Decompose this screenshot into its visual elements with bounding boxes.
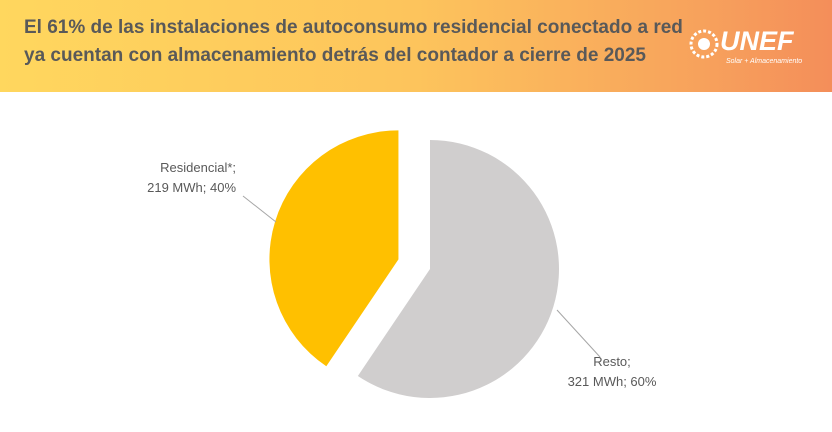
- category-label: Residencial*;: [160, 160, 236, 175]
- value-label: 219 MWh; 40%: [147, 180, 236, 195]
- header-banner: El 61% de las instalaciones de autoconsu…: [0, 0, 832, 92]
- logo-tagline: Solar + Almacenamiento: [726, 58, 803, 65]
- pie-slice: [269, 130, 399, 367]
- logo-name: UNEF: [720, 26, 794, 56]
- leader-line: [242, 195, 277, 223]
- pie-slice: [357, 140, 559, 398]
- category-label: Resto;: [593, 354, 631, 369]
- logo-icon: [689, 29, 719, 59]
- title-line: El 61% de las instalaciones de autoconsu…: [24, 17, 683, 38]
- title-line: ya cuentan con almacenamiento detrás del…: [24, 45, 646, 66]
- value-label: 321 MWh; 60%: [568, 374, 657, 389]
- leader-line: [556, 309, 601, 358]
